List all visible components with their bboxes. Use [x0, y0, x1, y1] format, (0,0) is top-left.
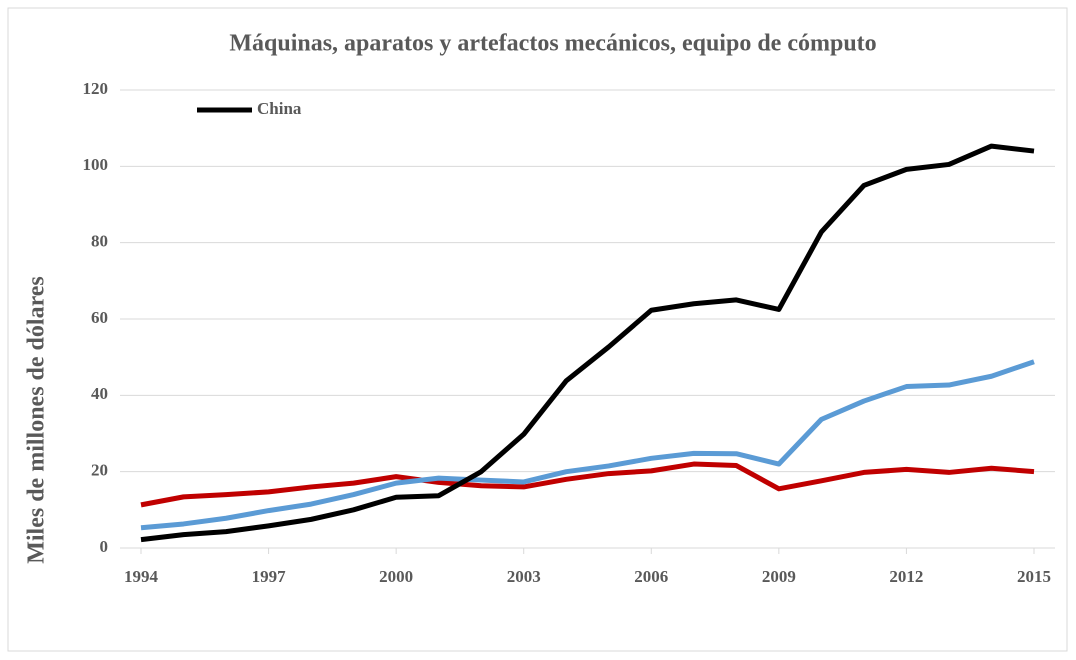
series-line — [140, 359, 1035, 531]
x-tick-label: 1994 — [124, 567, 159, 586]
y-tick-label: 60 — [91, 308, 108, 327]
x-tick-label: 2003 — [507, 567, 541, 586]
y-tick-label: 0 — [100, 537, 109, 556]
chart-title: Máquinas, aparatos y artefactos mecánico… — [229, 31, 876, 57]
series-line — [140, 461, 1035, 508]
legend-label: China — [257, 99, 302, 118]
y-tick-label: 120 — [83, 79, 109, 98]
x-tick-label: 2015 — [1017, 567, 1051, 586]
x-tick-label: 2006 — [634, 567, 668, 586]
y-tick-label: 40 — [91, 384, 108, 403]
chart-border — [7, 7, 1068, 652]
x-tick-label: 2012 — [889, 567, 923, 586]
y-tick-label: 20 — [91, 461, 108, 480]
x-tick-label: 2000 — [379, 567, 413, 586]
x-tick-label: 2009 — [762, 567, 796, 586]
x-tick-label: 1997 — [252, 567, 287, 586]
series-line — [140, 143, 1035, 543]
y-tick-label: 80 — [91, 232, 108, 251]
y-axis-label: Miles de millones de dólares — [24, 276, 50, 564]
y-tick-label: 100 — [83, 155, 109, 174]
